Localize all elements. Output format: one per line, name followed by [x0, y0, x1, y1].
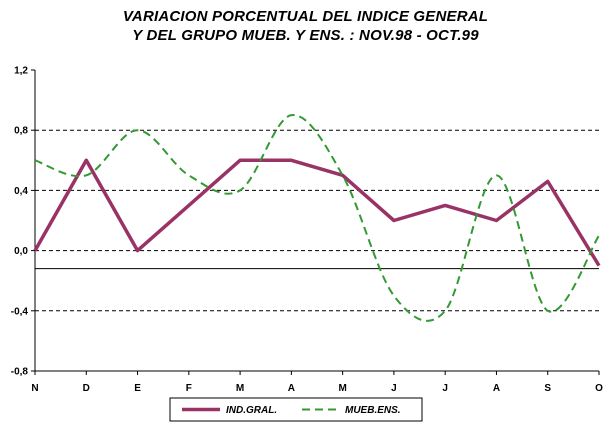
x-tick-label: O	[595, 383, 603, 394]
x-tick-label: M	[236, 383, 244, 394]
legend-label-ind-gral: IND.GRAL.	[226, 405, 277, 416]
series-line	[33, 158, 601, 267]
series-mueb-ens	[34, 114, 600, 322]
x-tick-label: F	[186, 383, 192, 394]
y-tick-label: 0,0	[14, 246, 28, 257]
legend-box	[169, 397, 423, 422]
y-tick-label: -0,8	[11, 367, 29, 378]
y-tick-label: -0,4	[11, 306, 29, 317]
grid-layer	[35, 129, 599, 312]
x-tick-label: J	[442, 383, 448, 394]
chart-title-line-2: Y DEL GRUPO MUEB. Y ENS. : NOV.98 - OCT.…	[132, 27, 479, 44]
axis-layer: 1,2 0,8 0,4 0,0 -0,4 -0,8N D E F M A M J J A S O	[11, 66, 603, 395]
legend: IND.GRAL. MUEB.ENS.	[169, 397, 423, 422]
series-line	[34, 114, 600, 322]
chart-title-line-1: VARIACION PORCENTUAL DEL INDICE GENERAL	[122, 8, 489, 25]
series-layer	[33, 114, 601, 322]
y-tick-label: 0,4	[14, 186, 28, 197]
x-tick-label: N	[31, 383, 38, 394]
y-tick-label: 0,8	[14, 126, 28, 137]
x-tick-label: E	[134, 383, 141, 394]
x-tick-label: S	[544, 383, 551, 394]
y-tick-label: 1,2	[14, 66, 28, 77]
x-tick-label: A	[493, 383, 500, 394]
x-tick-label: J	[391, 383, 397, 394]
series-ind-gral	[33, 158, 601, 267]
legend-label-mueb-ens: MUEB.ENS.	[345, 405, 401, 416]
x-tick-label: D	[83, 383, 90, 394]
x-tick-label: A	[288, 383, 295, 394]
x-tick-label: M	[338, 383, 346, 394]
